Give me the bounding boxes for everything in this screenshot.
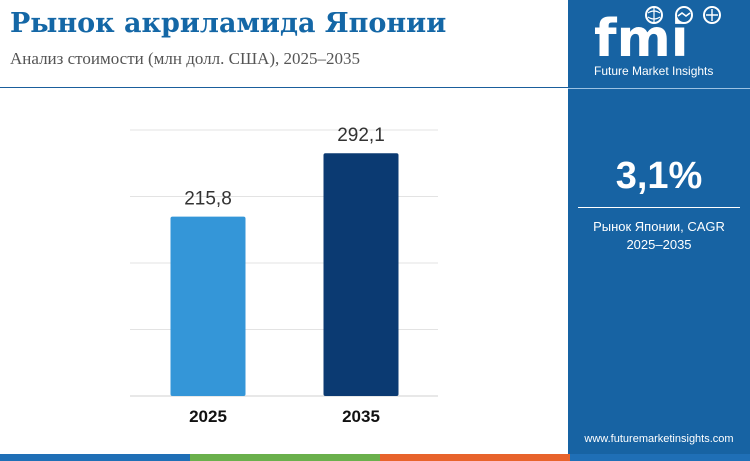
bar-2025 [170,216,246,396]
data-label-2035: 292,1 [337,125,385,146]
data-label-2025: 215,8 [184,189,232,210]
page-title: Рынок акриламида Японии [10,8,447,39]
bar-2035 [323,153,399,396]
cagr-label: Рынок Японии, CAGR 2025–2035 [568,218,750,254]
fmi-logo-mark: fmi [594,6,721,69]
handshake-icon [675,6,693,24]
page-subtitle: Анализ стоимости (млн долл. США), 2025–2… [10,49,361,68]
idea-icon [703,6,721,24]
side-panel: fmi Future Market Insights 3,1% Рынок Яп… [568,0,750,454]
website-link[interactable]: www.futuremarketinsights.com [584,433,734,445]
brand-name: Future Market Insights [594,64,714,78]
side-divider [568,88,750,89]
header-divider [0,87,568,88]
cagr-label-line1: Рынок Японии, CAGR [593,219,725,234]
x-tick-label-2025: 2025 [189,407,227,426]
logo-letters: fmi [594,9,689,64]
bar-chart: 215,8 2025 292,1 2035 [130,125,438,426]
footer-segment-1 [0,454,190,461]
footer-segment-2 [190,454,380,461]
x-tick-label-2035: 2035 [342,407,380,426]
cagr-value: 3,1% [615,155,703,197]
footer-color-bar [0,454,750,461]
globe-icon [645,6,663,24]
cagr-divider [578,207,740,208]
cagr-label-line2: 2025–2035 [626,237,692,252]
footer-segment-4 [570,454,750,461]
fmi-logo: fmi Future Market Insights [568,0,750,88]
footer-segment-3 [380,454,570,461]
